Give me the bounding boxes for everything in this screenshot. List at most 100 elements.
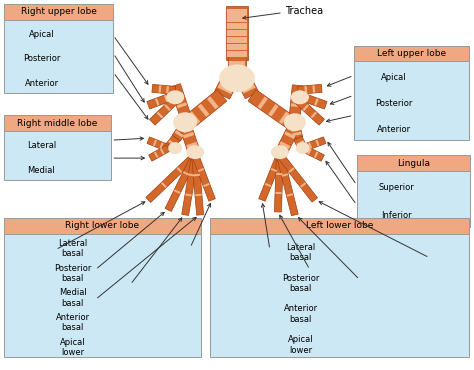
Polygon shape — [314, 98, 319, 106]
Text: Apical: Apical — [381, 73, 407, 82]
Polygon shape — [180, 123, 201, 157]
Polygon shape — [238, 77, 252, 87]
Text: Posterior: Posterior — [375, 99, 413, 108]
Text: Lateral: Lateral — [27, 141, 56, 150]
Text: Left upper lobe: Left upper lobe — [377, 49, 446, 58]
Polygon shape — [158, 85, 161, 93]
Text: Anterior
basal: Anterior basal — [284, 305, 318, 324]
Polygon shape — [191, 155, 204, 215]
Polygon shape — [192, 154, 215, 201]
Polygon shape — [301, 145, 324, 161]
Polygon shape — [186, 142, 198, 148]
Text: Posterior
basal: Posterior basal — [54, 264, 91, 283]
Ellipse shape — [219, 64, 255, 92]
Polygon shape — [207, 96, 219, 110]
Polygon shape — [168, 139, 176, 147]
Polygon shape — [164, 104, 171, 111]
Ellipse shape — [284, 113, 306, 131]
Ellipse shape — [296, 142, 310, 154]
Polygon shape — [274, 122, 300, 158]
Text: Posterior
basal: Posterior basal — [282, 273, 319, 293]
FancyBboxPatch shape — [354, 46, 469, 61]
Polygon shape — [248, 90, 299, 131]
Polygon shape — [164, 135, 180, 151]
FancyBboxPatch shape — [4, 234, 201, 357]
Polygon shape — [165, 154, 198, 211]
Polygon shape — [178, 126, 187, 133]
Polygon shape — [152, 84, 175, 94]
Polygon shape — [175, 130, 183, 138]
Text: Apical
lower: Apical lower — [288, 335, 314, 355]
Polygon shape — [170, 84, 191, 117]
Text: Lateral
basal: Lateral basal — [58, 239, 87, 258]
Polygon shape — [183, 171, 190, 176]
Polygon shape — [296, 92, 327, 109]
Polygon shape — [289, 85, 303, 116]
Polygon shape — [282, 173, 288, 177]
Polygon shape — [288, 167, 294, 173]
Polygon shape — [279, 141, 291, 149]
Polygon shape — [290, 124, 303, 139]
Polygon shape — [264, 183, 271, 187]
Polygon shape — [242, 84, 255, 94]
Text: Trachea: Trachea — [285, 6, 323, 16]
Polygon shape — [284, 131, 295, 139]
Polygon shape — [307, 148, 312, 155]
Polygon shape — [227, 37, 247, 43]
Polygon shape — [161, 182, 167, 188]
Polygon shape — [235, 72, 259, 99]
Polygon shape — [149, 97, 178, 125]
Text: Right upper lobe: Right upper lobe — [20, 7, 97, 16]
Text: Lateral
basal: Lateral basal — [286, 243, 315, 262]
FancyBboxPatch shape — [354, 61, 469, 140]
Polygon shape — [147, 137, 170, 151]
Text: Anterior: Anterior — [25, 79, 59, 88]
Text: Right middle lobe: Right middle lobe — [18, 119, 98, 128]
Polygon shape — [229, 61, 245, 66]
Polygon shape — [183, 132, 194, 138]
Polygon shape — [174, 189, 181, 194]
Polygon shape — [193, 174, 200, 176]
Polygon shape — [227, 51, 247, 57]
Polygon shape — [227, 10, 247, 16]
Polygon shape — [218, 83, 233, 94]
Polygon shape — [300, 182, 306, 188]
Polygon shape — [221, 77, 237, 88]
Polygon shape — [315, 139, 319, 146]
Polygon shape — [227, 23, 247, 29]
FancyBboxPatch shape — [210, 234, 469, 357]
Polygon shape — [287, 193, 293, 197]
Polygon shape — [189, 111, 200, 124]
Polygon shape — [312, 85, 315, 93]
Polygon shape — [155, 98, 160, 106]
Polygon shape — [301, 137, 326, 151]
Ellipse shape — [166, 90, 184, 104]
Polygon shape — [275, 192, 282, 194]
Text: Medial: Medial — [27, 166, 55, 175]
FancyBboxPatch shape — [210, 218, 469, 234]
Polygon shape — [173, 92, 183, 98]
Text: Anterior: Anterior — [377, 125, 411, 134]
Polygon shape — [198, 168, 204, 172]
Ellipse shape — [173, 112, 197, 132]
Polygon shape — [279, 111, 289, 124]
Ellipse shape — [168, 142, 182, 154]
Polygon shape — [291, 103, 301, 107]
Polygon shape — [292, 131, 301, 136]
Polygon shape — [164, 95, 168, 102]
Polygon shape — [227, 30, 247, 36]
Polygon shape — [274, 155, 283, 212]
Text: Left lower lobe: Left lower lobe — [306, 221, 374, 231]
Polygon shape — [268, 104, 279, 117]
Polygon shape — [159, 142, 164, 149]
Polygon shape — [189, 174, 195, 176]
Polygon shape — [181, 90, 227, 131]
Polygon shape — [294, 136, 307, 150]
Polygon shape — [314, 152, 319, 158]
Polygon shape — [302, 104, 309, 111]
Ellipse shape — [291, 90, 309, 104]
FancyBboxPatch shape — [4, 131, 111, 180]
Polygon shape — [160, 148, 164, 155]
Text: Inferior: Inferior — [381, 211, 412, 220]
FancyBboxPatch shape — [4, 20, 113, 93]
